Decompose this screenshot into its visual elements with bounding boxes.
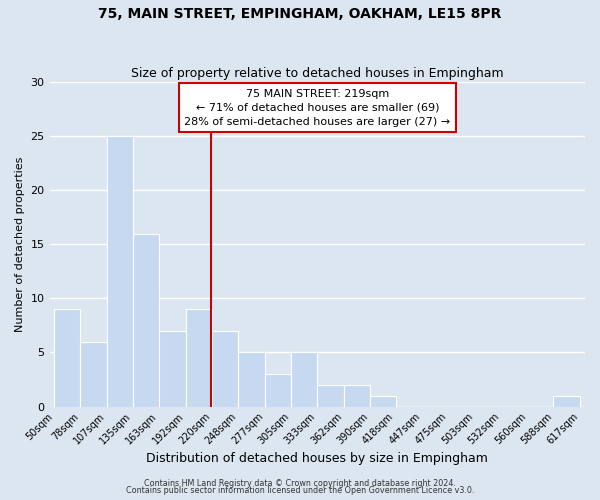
Bar bbox=[212, 331, 238, 406]
Title: Size of property relative to detached houses in Empingham: Size of property relative to detached ho… bbox=[131, 66, 503, 80]
Text: 75 MAIN STREET: 219sqm
← 71% of detached houses are smaller (69)
28% of semi-det: 75 MAIN STREET: 219sqm ← 71% of detached… bbox=[184, 88, 451, 126]
Y-axis label: Number of detached properties: Number of detached properties bbox=[15, 156, 25, 332]
Bar bbox=[291, 352, 317, 406]
Bar bbox=[265, 374, 291, 406]
Bar bbox=[317, 385, 344, 406]
Bar bbox=[80, 342, 107, 406]
Bar bbox=[186, 309, 212, 406]
Text: Contains HM Land Registry data © Crown copyright and database right 2024.: Contains HM Land Registry data © Crown c… bbox=[144, 478, 456, 488]
Bar bbox=[133, 234, 159, 406]
Bar bbox=[107, 136, 133, 406]
X-axis label: Distribution of detached houses by size in Empingham: Distribution of detached houses by size … bbox=[146, 452, 488, 465]
Bar bbox=[159, 331, 186, 406]
Text: 75, MAIN STREET, EMPINGHAM, OAKHAM, LE15 8PR: 75, MAIN STREET, EMPINGHAM, OAKHAM, LE15… bbox=[98, 8, 502, 22]
Bar bbox=[344, 385, 370, 406]
Bar bbox=[553, 396, 580, 406]
Bar bbox=[238, 352, 265, 406]
Bar bbox=[54, 309, 80, 406]
Text: Contains public sector information licensed under the Open Government Licence v3: Contains public sector information licen… bbox=[126, 486, 474, 495]
Bar bbox=[370, 396, 395, 406]
